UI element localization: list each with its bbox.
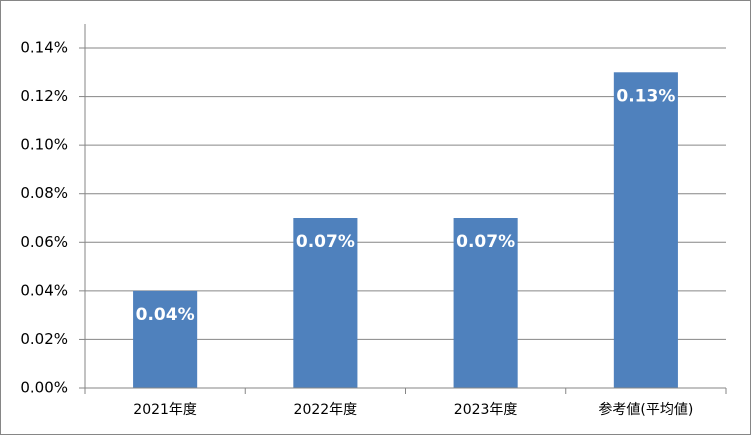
x-tick-label: 2021年度	[133, 402, 197, 418]
y-tick-label: 0.12%	[20, 87, 68, 105]
x-tick-label: 参考値(平均値)	[598, 401, 693, 418]
y-tick-label: 0.04%	[20, 281, 68, 299]
y-tick-label: 0.06%	[20, 233, 68, 251]
y-tick-label: 0.00%	[20, 379, 68, 397]
bar	[453, 218, 518, 388]
x-tick-label: 2022年度	[294, 402, 358, 418]
y-tick-label: 0.10%	[20, 136, 68, 154]
bar	[613, 72, 678, 389]
bar	[133, 290, 198, 388]
value-label: 0.04%	[136, 305, 195, 325]
y-tick-label: 0.08%	[20, 184, 68, 202]
y-tick-label: 0.02%	[20, 330, 68, 348]
value-label: 0.07%	[456, 232, 515, 252]
value-label: 0.13%	[616, 86, 675, 106]
bar	[293, 218, 358, 388]
y-tick-label: 0.14%	[20, 39, 68, 57]
value-label: 0.07%	[296, 232, 355, 252]
x-tick-label: 2023年度	[454, 402, 518, 418]
